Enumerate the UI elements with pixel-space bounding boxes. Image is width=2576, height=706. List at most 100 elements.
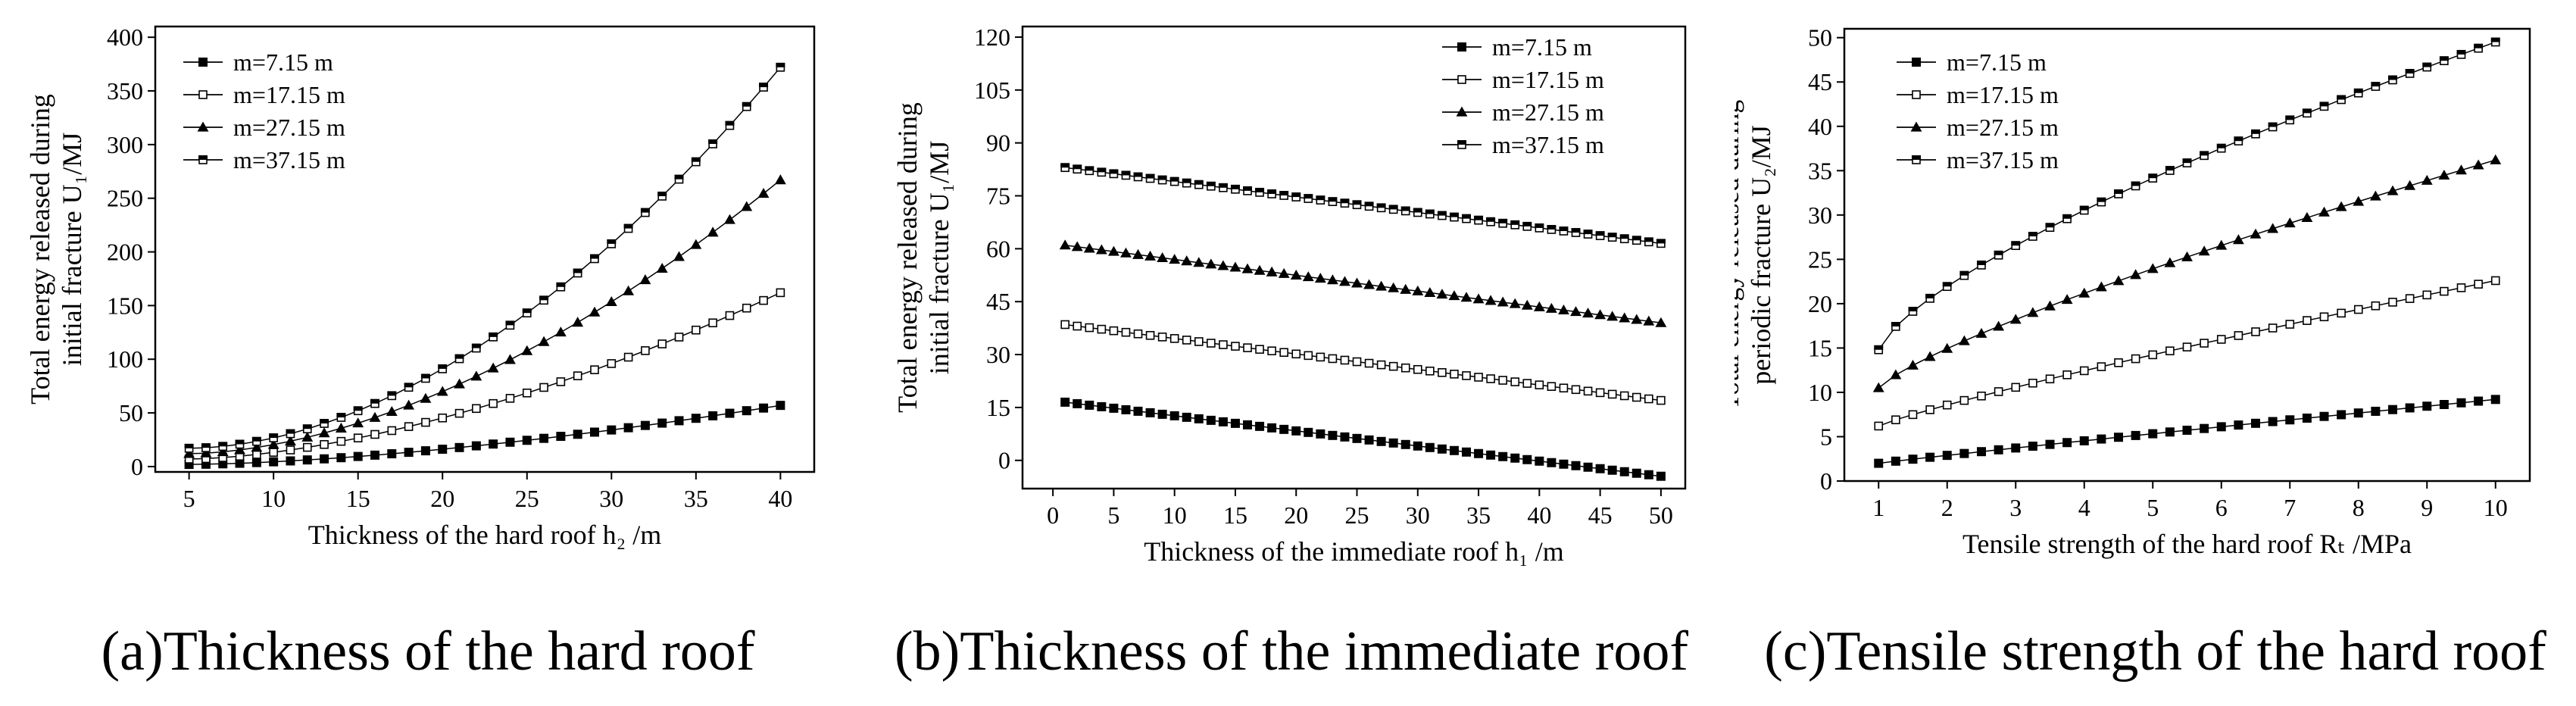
data-point <box>487 362 499 373</box>
data-point <box>1891 415 1900 425</box>
data-point <box>1558 304 1569 314</box>
data-point <box>2490 395 2500 405</box>
data-point <box>1547 382 1557 391</box>
series-4 <box>1060 163 1666 248</box>
y-axis-label-line1: Total energy released during <box>25 94 55 405</box>
data-point <box>370 430 379 439</box>
data-point <box>2285 415 2295 425</box>
data-point <box>1157 409 1167 419</box>
data-point <box>776 62 785 72</box>
data-point <box>1144 250 1157 261</box>
data-point <box>2251 129 2260 139</box>
data-point <box>1109 403 1119 413</box>
legend-marker <box>1457 42 1466 52</box>
x-tick-label: 35 <box>1466 501 1491 529</box>
data-point <box>2456 283 2466 292</box>
data-point <box>1607 465 1617 475</box>
data-point <box>2303 316 2312 325</box>
data-point <box>1060 397 1070 407</box>
data-point <box>590 365 599 374</box>
data-point <box>1510 377 1520 386</box>
data-point <box>1071 241 1083 251</box>
y-tick-label: 60 <box>986 235 1010 262</box>
data-point <box>759 403 769 413</box>
data-point <box>1644 237 1653 247</box>
data-point <box>1230 418 1240 428</box>
y-tick-label: 300 <box>107 131 143 158</box>
y-tick-label: 15 <box>1808 334 1832 361</box>
data-point <box>573 371 582 380</box>
series-4 <box>1874 37 2500 355</box>
data-point <box>590 254 599 264</box>
data-point <box>1977 447 1986 457</box>
legend-marker <box>1457 140 1466 149</box>
data-point <box>1908 410 1918 420</box>
y-tick-label: 20 <box>1808 290 1832 317</box>
data-point <box>539 433 549 443</box>
y-tick-label: 105 <box>974 77 1010 104</box>
data-point <box>2371 82 2381 91</box>
series-2 <box>1874 276 2500 431</box>
data-point <box>1559 226 1569 236</box>
data-point <box>590 427 599 437</box>
data-point <box>2319 411 2329 421</box>
data-point <box>2028 378 2037 388</box>
data-point <box>539 295 549 305</box>
data-point <box>2456 398 2466 408</box>
data-point <box>641 346 650 355</box>
data-point <box>2388 405 2397 414</box>
data-point <box>573 268 582 278</box>
data-point <box>2114 189 2123 198</box>
data-point <box>1097 324 1107 334</box>
data-point <box>320 439 329 449</box>
data-point <box>1449 212 1459 222</box>
data-point <box>1400 363 1410 373</box>
data-point <box>336 453 346 463</box>
data-point <box>2302 413 2312 423</box>
data-point <box>1388 438 1398 448</box>
data-point <box>1169 254 1181 264</box>
y-tick-label: 50 <box>119 399 143 426</box>
data-point <box>1218 417 1228 426</box>
data-point <box>2319 312 2329 322</box>
data-point <box>1121 170 1131 180</box>
data-point <box>1304 427 1313 437</box>
data-point <box>470 370 482 381</box>
data-point <box>1472 293 1485 304</box>
data-point <box>1547 224 1557 234</box>
data-point <box>2439 56 2449 66</box>
data-point <box>1340 355 1350 365</box>
data-point <box>1462 447 1472 457</box>
data-point <box>1085 323 1094 333</box>
data-point <box>1388 282 1400 292</box>
data-point <box>1619 391 1629 401</box>
data-point <box>2061 294 2073 305</box>
data-point <box>2319 102 2329 111</box>
series-1 <box>184 401 785 470</box>
data-point <box>387 449 397 459</box>
x-tick-label: 20 <box>430 485 454 512</box>
data-point <box>1218 183 1228 192</box>
data-point <box>1328 430 1338 440</box>
data-point <box>1364 358 1374 368</box>
data-point <box>1217 260 1229 270</box>
data-point <box>1132 248 1144 259</box>
data-point <box>1352 357 1362 367</box>
data-point <box>1521 299 1533 310</box>
data-point <box>1073 321 1082 331</box>
data-point <box>1243 343 1252 352</box>
data-point <box>742 303 751 313</box>
data-point <box>1583 462 1593 472</box>
data-point <box>454 354 464 364</box>
data-point <box>1631 314 1643 324</box>
data-point <box>2216 422 2226 432</box>
y-tick-label: 200 <box>107 239 143 266</box>
y-tick-label: 90 <box>986 130 1010 157</box>
legend-label: m=27.15 m <box>1492 98 1604 126</box>
data-point <box>1181 255 1193 266</box>
data-point <box>2097 362 2106 371</box>
data-point <box>251 436 261 446</box>
data-point <box>2388 298 2397 307</box>
data-point <box>2147 263 2159 273</box>
data-point <box>1606 311 1619 321</box>
